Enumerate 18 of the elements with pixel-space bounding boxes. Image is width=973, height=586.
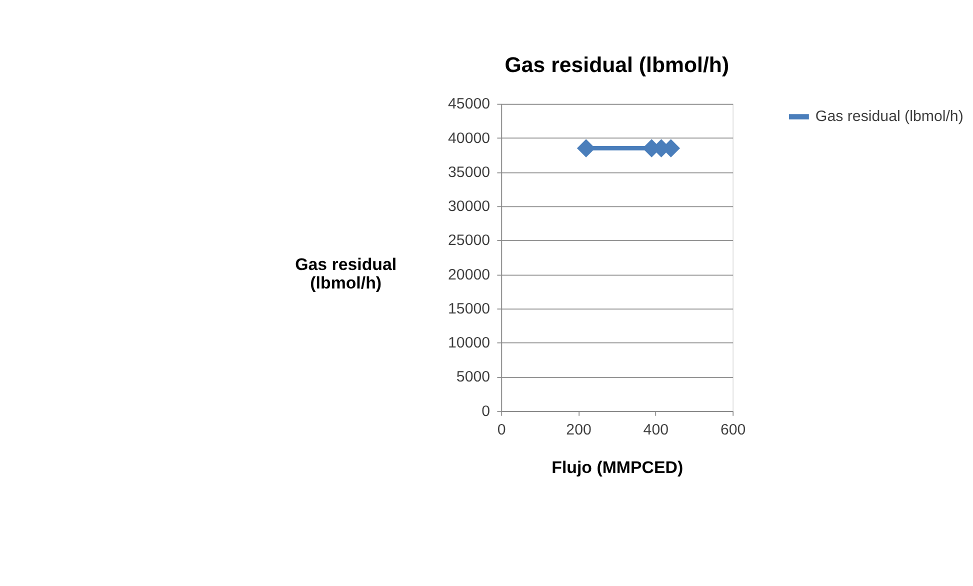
y-tick-label: 5000 xyxy=(456,368,490,386)
y-tick-label: 35000 xyxy=(448,164,490,181)
x-tick-label: 0 xyxy=(497,422,506,439)
x-axis-title: Flujo (MMPCED) xyxy=(552,458,684,477)
y-tick-label: 10000 xyxy=(448,334,490,352)
legend-label: Gas residual (lbmol/h) xyxy=(815,108,964,126)
y-tick-label: 45000 xyxy=(448,96,490,113)
y-tick-label: 0 xyxy=(482,402,490,420)
y-axis-title: Gas residual (lbmol/h) xyxy=(295,254,397,293)
y-tick-label: 15000 xyxy=(448,300,490,318)
y-tick-label: 30000 xyxy=(448,198,490,216)
x-tick-label: 400 xyxy=(643,422,669,439)
y-tick-label: 25000 xyxy=(448,232,490,250)
y-tick-label: 40000 xyxy=(448,130,490,147)
y-tick-label: 20000 xyxy=(448,266,490,284)
x-tick-label: 200 xyxy=(566,422,592,439)
x-tick-label: 600 xyxy=(720,422,746,439)
chart-title: Gas residual (lbmol/h) xyxy=(504,52,730,77)
